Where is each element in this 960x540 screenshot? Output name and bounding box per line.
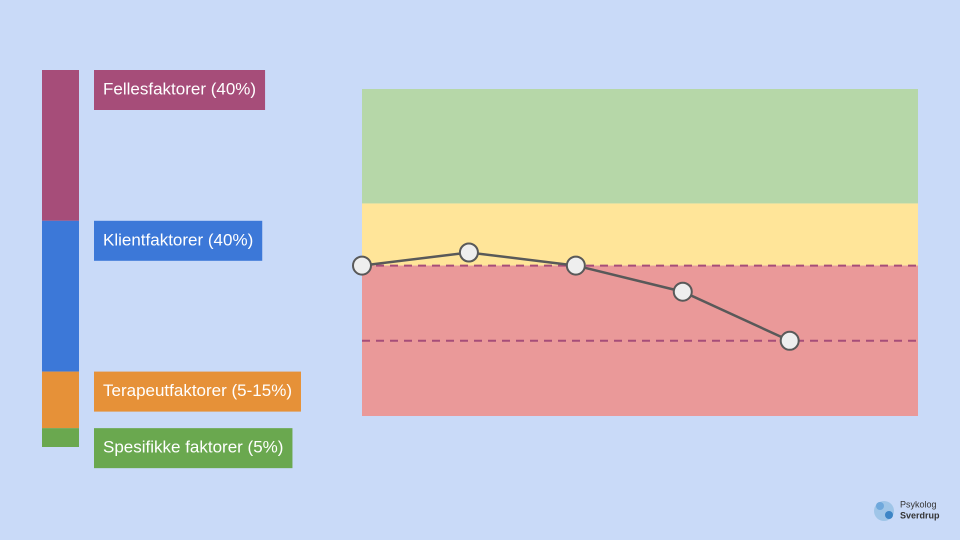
- logo-icon: [876, 502, 884, 510]
- bar-segment: [42, 428, 79, 447]
- logo-text: Sverdrup: [900, 510, 940, 520]
- band: [362, 89, 918, 204]
- legend-box: [94, 70, 266, 110]
- legend-label: Klientfaktorer (40%): [103, 230, 253, 249]
- bar-segment: [42, 220, 79, 372]
- legend-label: Fellesfaktorer (40%): [103, 79, 256, 98]
- point: [458, 242, 479, 263]
- bar-segment: [42, 70, 79, 221]
- legend-box: [94, 371, 301, 412]
- legend-box: [94, 220, 263, 261]
- point: [565, 255, 586, 276]
- legend-label: Terapeutfaktorer (5-15%): [103, 381, 292, 400]
- bar-segment: [42, 371, 79, 429]
- point: [779, 330, 800, 351]
- logo-text: Psykolog: [900, 499, 937, 509]
- logo-icon: [885, 511, 893, 519]
- logo: Psykolog Sverdrup: [874, 499, 940, 521]
- point: [352, 255, 372, 276]
- legend-label: Spesifikke faktorer (5%): [103, 438, 283, 457]
- legend-box: [94, 428, 293, 469]
- point: [672, 281, 693, 302]
- band: [362, 265, 918, 416]
